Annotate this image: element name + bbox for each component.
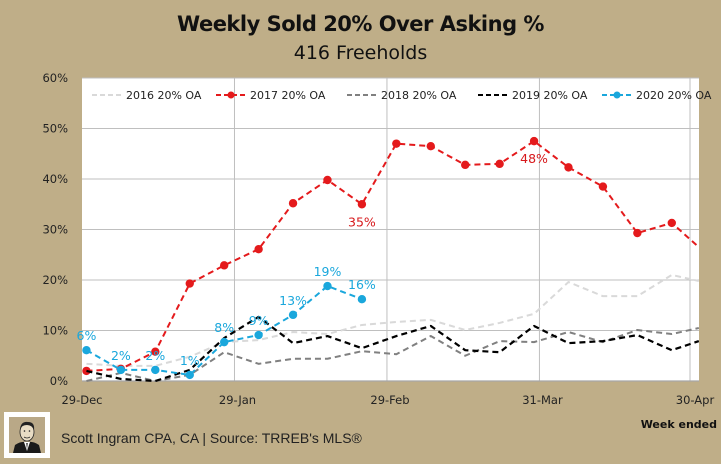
legend-marker [613, 91, 621, 99]
data-label: 16% [348, 277, 376, 292]
series-line [86, 315, 699, 383]
legend-marker [227, 91, 235, 99]
legend-item: 2017 20% OA [216, 89, 326, 102]
data-label: 19% [314, 264, 342, 279]
legend-item: 2020 20% OA [602, 89, 712, 102]
data-point [151, 347, 160, 356]
data-label: 8% [214, 320, 234, 335]
legend-label: 2017 20% OA [250, 89, 326, 102]
series-2016 [86, 273, 699, 367]
data-point [82, 366, 91, 376]
data-label: 48% [520, 151, 548, 166]
data-label: 2% [111, 348, 131, 363]
y-tick-label: 10% [42, 324, 68, 338]
data-point [323, 281, 332, 291]
data-point [82, 345, 91, 355]
x-tick-label: 29-Dec [61, 393, 102, 407]
data-point [254, 244, 263, 254]
data-point [357, 294, 367, 304]
series-line [85, 285, 363, 376]
data-point [185, 279, 194, 288]
data-point [219, 261, 229, 270]
legend-label: 2016 20% OA [126, 89, 202, 102]
x-tick-label: 29-Jan [219, 393, 256, 407]
x-tick-label: 30-Apr [676, 393, 715, 407]
data-point [219, 337, 229, 347]
y-tick-label: 0% [50, 374, 68, 388]
data-point [116, 365, 126, 375]
data-point [495, 159, 504, 169]
legend-label: 2019 20% OA [512, 89, 588, 102]
footer-credit: Scott Ingram CPA, CA | Source: TRREB's M… [61, 430, 362, 446]
portrait-icon [9, 417, 45, 453]
data-point [667, 218, 676, 228]
y-tick-label: 60% [42, 71, 68, 85]
y-tick-label: 20% [42, 273, 68, 287]
data-point [185, 370, 194, 380]
data-label: 9% [249, 313, 269, 328]
data-label: 13% [279, 293, 307, 308]
x-axis-ticks: 29-Dec 29-Jan 29-Feb 31-Mar 30-Apr [61, 393, 714, 407]
data-point [426, 141, 435, 151]
series-group [82, 136, 699, 383]
legend-item: 2019 20% OA [478, 89, 588, 102]
series-2017 [82, 136, 699, 376]
data-labels: 6% 2% 2% 1% 8% 9% 13% 19% 16% 35% 48% [77, 151, 549, 368]
legend-item: 2018 20% OA [347, 89, 457, 102]
data-point [357, 200, 367, 209]
y-axis-ticks: 0% 10% 20% 30% 40% 50% 60% [42, 71, 68, 388]
chart-title: Weekly Sold 20% Over Asking % [177, 12, 544, 36]
legend-item: 2016 20% OA [92, 89, 202, 102]
data-label: 35% [348, 214, 376, 229]
x-tick-label: 31-Mar [522, 393, 563, 407]
data-label: 6% [77, 328, 97, 343]
data-label: 1% [180, 353, 200, 368]
series-2020 [82, 281, 367, 380]
data-point [288, 310, 298, 320]
x-axis-label: Week ended [640, 418, 717, 431]
data-label: 2% [145, 348, 165, 363]
series-2019 [86, 315, 699, 383]
y-tick-label: 30% [42, 223, 68, 237]
data-point [598, 182, 608, 191]
legend-label: 2020 20% OA [636, 89, 712, 102]
data-point [254, 330, 263, 340]
data-point [151, 365, 160, 375]
legend-label: 2018 20% OA [381, 89, 457, 102]
data-point [288, 199, 298, 208]
series-line [86, 273, 699, 367]
data-point [633, 228, 642, 238]
chart-subtitle: 416 Freeholds [293, 42, 428, 64]
data-point [564, 163, 573, 172]
y-tick-label: 40% [42, 172, 68, 186]
data-point [460, 160, 470, 170]
legend: 2016 20% OA 2017 20% OA 2018 20% OA 2019 20… [92, 89, 712, 102]
data-point [323, 175, 332, 185]
author-logo [4, 412, 50, 458]
y-tick-label: 50% [42, 122, 68, 136]
x-tick-label: 29-Feb [370, 393, 409, 407]
data-point [529, 136, 539, 146]
data-point [392, 139, 401, 148]
